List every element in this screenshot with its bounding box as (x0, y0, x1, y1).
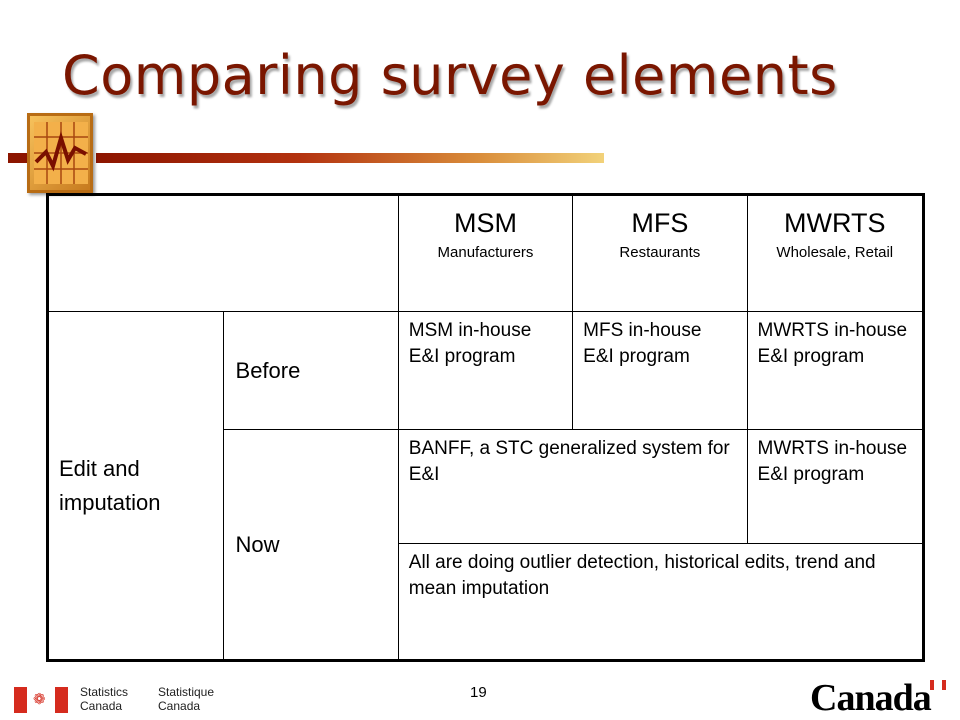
before-mfs-cell: MFS in-house E&I program (572, 311, 748, 430)
header-mwrts: MWRTS Wholesale, Retail (746, 194, 925, 312)
page-number: 19 (470, 684, 487, 701)
survey-comparison-table: MSM Manufacturers MFS Restaurants MWRTS … (46, 193, 925, 662)
header-mfs-subtitle: Restaurants (619, 244, 701, 261)
accent-bar-left (8, 153, 30, 163)
wordmark-flag-icon (930, 680, 946, 690)
header-msm: MSM Manufacturers (397, 194, 574, 312)
accent-bar (96, 153, 604, 163)
now-all-cell: All are doing outlier detection, histori… (397, 543, 925, 661)
header-mwrts-subtitle: Wholesale, Retail (776, 244, 894, 261)
canada-wordmark: Canada (810, 677, 932, 719)
edit-imputation-label: Edit and imputation (47, 311, 224, 661)
now-mwrts-cell: MWRTS in-house E&I program (746, 429, 925, 544)
header-mfs: MFS Restaurants (572, 194, 748, 312)
header-mwrts-title: MWRTS (784, 208, 886, 238)
header-row: MSM Manufacturers MFS Restaurants MWRTS … (47, 194, 925, 312)
before-row: Edit and imputation Before MSM in-house … (47, 311, 925, 661)
now-all-row: All are doing outlier detection, histori… (48, 543, 925, 661)
header-corner-cell (47, 194, 399, 312)
header-msm-subtitle: Manufacturers (437, 244, 534, 261)
org-name-en: Statistics Canada (80, 685, 129, 713)
slide-title: Comparing survey elements (62, 44, 838, 107)
now-banff-cell: BANFF, a STC generalized system for E&I (397, 429, 748, 544)
before-label: Before (222, 311, 399, 430)
chart-logo-icon (27, 113, 93, 193)
canada-flag-icon: ❁ (14, 687, 68, 713)
now-row: Now BANFF, a STC generalized system for … (48, 429, 925, 661)
now-label: Now (222, 429, 399, 661)
org-name-fr: Statistique Canada (158, 685, 215, 713)
header-mfs-title: MFS (631, 208, 689, 238)
header-msm-title: MSM (453, 208, 517, 238)
before-mwrts-cell: MWRTS in-house E&I program (746, 311, 925, 430)
before-msm-cell: MSM in-house E&I program (397, 311, 574, 430)
